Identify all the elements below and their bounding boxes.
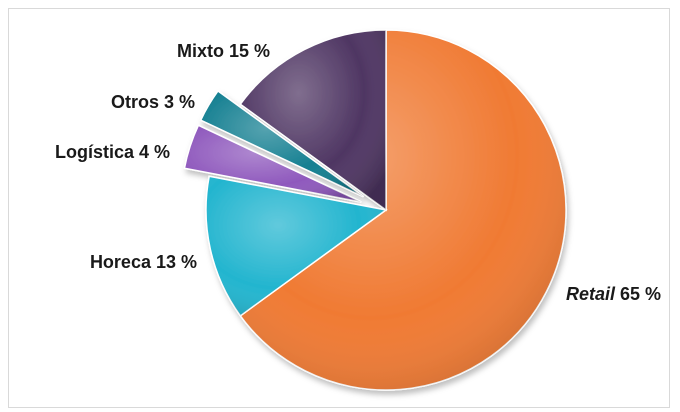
pie-label-name: Otros [111,92,159,112]
pie-slice-shading [240,30,386,210]
pie-label-name: Retail [566,284,616,304]
pie-label-percent: 3 % [159,92,195,112]
pie-label-logstica: Logística 4 % [55,142,170,162]
pie-slice-shading [184,125,362,202]
pie-label-name: Horeca [90,252,152,272]
pie-label-name: Logística [55,142,135,162]
pie-label-name: Mixto [177,41,224,61]
pie-slice-shading [200,90,364,197]
pie-label-mixto: Mixto 15 % [177,41,270,61]
pie-label-retail: Retail 65 % [566,284,661,304]
pie-label-horeca: Horeca 13 % [90,252,197,272]
pie-slice-shading [240,30,566,390]
pie-label-percent: 65 % [615,284,661,304]
pie-label-percent: 15 % [224,41,270,61]
pie-slice-shading [206,176,386,316]
pie-label-percent: 4 % [134,142,170,162]
pie-label-otros: Otros 3 % [111,92,195,112]
pie-label-percent: 13 % [151,252,197,272]
